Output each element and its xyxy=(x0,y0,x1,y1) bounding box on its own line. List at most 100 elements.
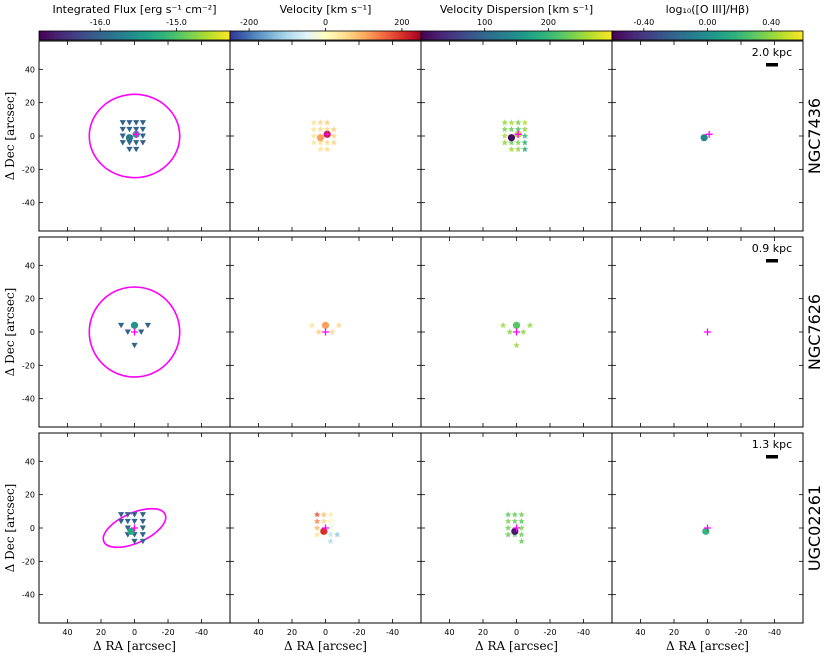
upper-limit-triangle xyxy=(139,126,146,133)
y-tick-label: -20 xyxy=(22,361,35,370)
colorbar: Velocity [km s⁻¹] -200 0 200 xyxy=(229,3,422,41)
upper-limit-triangle xyxy=(124,329,131,335)
plot-area xyxy=(88,286,181,378)
colorbar-strip xyxy=(38,30,231,41)
plot-area xyxy=(313,511,341,545)
spaxel-star xyxy=(317,119,324,126)
colorbar-strip xyxy=(420,30,613,41)
upper-limit-triangle xyxy=(133,146,140,153)
x-axis-label: Δ RA [arcsec] xyxy=(93,639,176,653)
spaxel-star xyxy=(317,125,324,133)
spaxel-star xyxy=(499,321,507,329)
spaxel-star xyxy=(518,531,525,538)
x-tick-label: 40 xyxy=(444,628,454,637)
colorbar-title: Velocity [km s⁻¹] xyxy=(280,3,372,16)
y-tick-label: -40 xyxy=(22,199,35,208)
y-tick-label: -40 xyxy=(22,395,35,404)
upper-limit-triangle xyxy=(119,126,126,133)
x-tick-label: -40 xyxy=(577,628,590,637)
center-cross xyxy=(131,328,138,336)
center-cross xyxy=(513,524,520,532)
aperture-ellipse xyxy=(88,93,181,179)
x-tick-label: -20 xyxy=(352,628,365,637)
center-cross xyxy=(705,130,713,138)
scale-bar-label: 0.9 kpc xyxy=(752,242,792,255)
detection-circle xyxy=(125,134,134,142)
y-tick-label: 20 xyxy=(25,99,35,108)
center-cross xyxy=(322,328,329,336)
x-axis-label: Δ RA [arcsec] xyxy=(284,639,367,653)
x-tick-label: 40 xyxy=(635,628,645,637)
spaxel-star xyxy=(511,511,519,518)
spaxel-star xyxy=(330,139,338,146)
scale-bar xyxy=(766,63,778,67)
detection-circle xyxy=(316,134,325,142)
plot-area xyxy=(499,321,534,349)
spaxel-star xyxy=(511,517,519,525)
spaxel-star xyxy=(327,537,334,545)
spaxel-star xyxy=(313,531,321,538)
x-axis-label: Δ RA [arcsec] xyxy=(666,639,749,653)
y-tick-label: 40 xyxy=(25,457,35,466)
center-cross xyxy=(323,130,331,138)
spaxel-star xyxy=(521,139,529,146)
spaxel-star xyxy=(506,328,514,335)
spaxel-star xyxy=(513,341,520,349)
x-tick-label: 40 xyxy=(253,628,263,637)
x-tick-label: 40 xyxy=(62,628,72,637)
colorbar-tick-label: 200 xyxy=(541,18,556,27)
colorbar-tick-label: 0.00 xyxy=(699,18,717,27)
spaxel-star xyxy=(508,145,515,153)
galaxy-row: 40 20 0 -20 -40 40 20 0 -20 -40 40 20 0 -20 -40 40 20 0 -2… xyxy=(3,432,824,637)
colorbar: log₁₀([O III]/Hβ) -0.40 0.00 0.40 xyxy=(611,3,804,41)
spaxel-star xyxy=(504,511,512,518)
upper-limit-triangle xyxy=(126,126,133,133)
spaxel-star xyxy=(501,125,509,133)
detection-circle xyxy=(320,527,328,535)
colorbar-tick-label: 0 xyxy=(323,18,328,27)
spaxel-star xyxy=(327,524,334,531)
detection-circle xyxy=(700,134,708,142)
y-tick-label: -20 xyxy=(22,165,35,174)
spaxel-star xyxy=(501,132,509,139)
upper-limit-triangle xyxy=(139,532,146,538)
y-tick-label: 40 xyxy=(25,65,35,74)
upper-limit-triangle xyxy=(131,342,138,349)
panel-grid: 40200-20-4040200-20-4040200-20-4040200-2… xyxy=(3,40,824,653)
center-cross xyxy=(322,524,329,532)
spaxel-star xyxy=(504,517,512,525)
spaxel-star xyxy=(504,524,512,531)
colorbar: Velocity Dispersion [km s⁻¹] 100 200 xyxy=(420,3,613,41)
colorbar-tick-label: -15.0 xyxy=(166,18,187,27)
colorbar-row: Integrated Flux [erg s⁻¹ cm⁻²] -16.0 -15.0… xyxy=(38,3,804,41)
spaxel-star xyxy=(327,531,334,538)
spaxel-star xyxy=(335,321,343,329)
spaxel-star xyxy=(518,524,525,531)
x-tick-label: 20 xyxy=(96,628,106,637)
x-tick-label: 20 xyxy=(287,628,297,637)
plot-area xyxy=(700,130,713,142)
spaxel-star xyxy=(317,145,324,153)
panel-background xyxy=(612,41,803,231)
spaxel-star xyxy=(310,125,318,133)
colorbar-tick-label: -16.0 xyxy=(90,18,111,27)
y-tick-label: 40 xyxy=(25,261,35,270)
x-tick-label: -40 xyxy=(768,628,781,637)
spaxel-star xyxy=(518,511,525,518)
spaxel-star xyxy=(518,537,525,545)
spaxel-star xyxy=(514,139,522,146)
x-tick-label: 20 xyxy=(478,628,488,637)
spaxel-star xyxy=(327,517,334,525)
spaxel-star xyxy=(327,511,334,518)
spaxel-star xyxy=(323,145,331,153)
upper-limit-triangle xyxy=(119,140,126,146)
spaxel-star xyxy=(330,132,338,139)
spaxel-star xyxy=(308,321,316,329)
